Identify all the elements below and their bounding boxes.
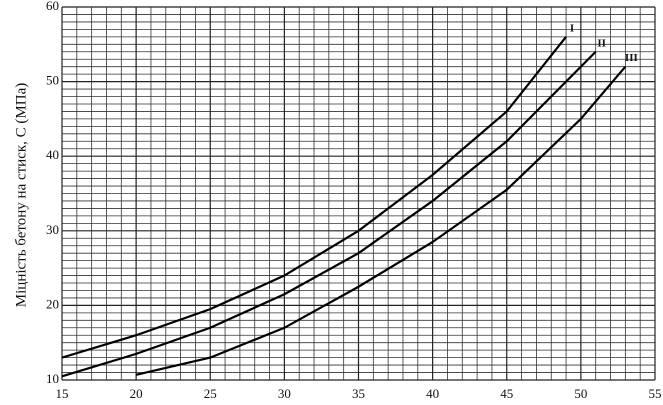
x-tick-label: 20 <box>130 386 143 401</box>
y-tick-label: 40 <box>46 147 59 162</box>
y-axis-label: Міцність бетону на стиск, С (МПа) <box>13 83 29 307</box>
x-tick-label: 30 <box>278 386 291 401</box>
x-tick-label: 15 <box>56 386 69 401</box>
x-tick-label: 45 <box>500 386 513 401</box>
series-label: II <box>597 37 606 49</box>
series-label: I <box>570 22 574 34</box>
line-series <box>135 65 627 376</box>
series-label: III <box>625 52 638 64</box>
x-tick-label: 40 <box>426 386 439 401</box>
y-tick-label: 60 <box>46 0 59 13</box>
y-tick-label: 10 <box>46 371 59 386</box>
x-tick-label: 35 <box>352 386 365 401</box>
y-tick-label: 30 <box>46 222 59 237</box>
x-tick-label: 25 <box>204 386 217 401</box>
x-tick-label: 55 <box>649 386 662 401</box>
line-series <box>61 36 567 359</box>
y-tick-label: 50 <box>46 73 59 88</box>
x-tick-label: 50 <box>574 386 587 401</box>
line-series <box>61 50 597 378</box>
y-tick-label: 20 <box>46 296 59 311</box>
